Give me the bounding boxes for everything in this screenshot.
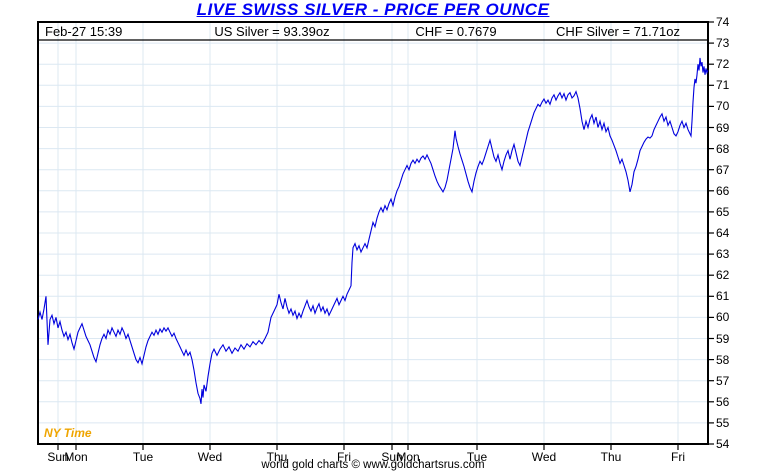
y-tick-label: 71: [716, 78, 730, 93]
y-tick-label: 66: [716, 183, 730, 198]
y-tick-label: 54: [716, 437, 730, 451]
y-tick-label: 73: [716, 36, 730, 51]
info-us-silver: US Silver = 93.39oz: [214, 24, 330, 39]
x-tick-label: Tue: [466, 450, 488, 464]
attribution-footer: world gold charts © www.goldchartsrus.co…: [261, 459, 485, 471]
y-tick-label: 56: [716, 394, 730, 409]
x-tick-label: Sun: [381, 450, 403, 464]
info-chf-silver: CHF Silver = 71.71oz: [556, 24, 680, 39]
x-tick-label: Tue: [132, 450, 154, 464]
x-tick-label: Wed: [197, 450, 223, 464]
y-tick-label: 64: [716, 226, 730, 240]
x-tick-label: Sun: [47, 450, 69, 464]
info-chf-rate: CHF = 0.7679: [415, 24, 497, 39]
ny-time-label: NY Time: [44, 426, 92, 440]
page-title: LIVE SWISS SILVER - PRICE PER OUNCE: [196, 0, 550, 19]
x-tick-label: Thu: [600, 450, 622, 464]
y-tick-label: 74: [716, 15, 730, 29]
x-tick-label: Thu: [266, 450, 288, 464]
y-tick-label: 55: [716, 415, 730, 430]
x-tick-label: Fri: [671, 450, 685, 464]
info-timestamp: Feb-27 15:39: [45, 24, 123, 39]
x-tick-label: Mon: [64, 450, 88, 464]
y-tick-label: 61: [716, 289, 730, 304]
x-tick-label: Wed: [531, 450, 557, 464]
y-tick-label: 62: [716, 268, 730, 283]
y-tick-label: 69: [716, 120, 730, 135]
y-tick-label: 67: [716, 162, 730, 177]
y-tick-label: 65: [716, 204, 730, 219]
price-line: [37, 57, 709, 405]
x-tick-label: Fri: [337, 450, 351, 464]
y-tick-label: 70: [716, 99, 730, 114]
y-tick-label: 68: [716, 141, 730, 156]
y-tick-label: 60: [716, 310, 730, 325]
y-tick-label: 63: [716, 247, 730, 262]
x-tick-label: Mon: [396, 450, 420, 464]
y-tick-label: 58: [716, 352, 730, 367]
y-tick-label: 72: [716, 57, 730, 72]
y-tick-label: 57: [716, 373, 730, 388]
plot-border: [37, 21, 709, 445]
y-tick-label: 59: [716, 331, 730, 346]
